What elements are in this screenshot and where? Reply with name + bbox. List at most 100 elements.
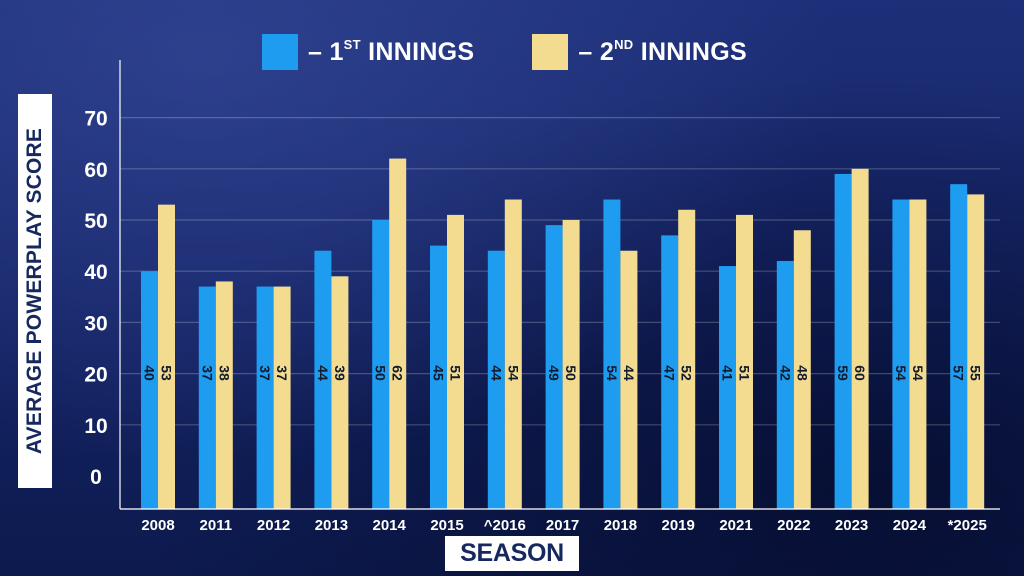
bar-1st-innings: [603, 199, 621, 509]
bar-1st-innings: [487, 250, 505, 509]
data-label-1st-innings: 41: [720, 365, 736, 381]
bar-1st-innings: [141, 271, 158, 509]
legend-first-prefix: – 1: [308, 38, 344, 66]
data-label-2nd-innings: 54: [910, 365, 926, 381]
bar-2nd-innings: [389, 158, 407, 509]
bar-1st-innings: [256, 286, 274, 509]
bar-2nd-innings: [158, 204, 175, 509]
bar-2nd-innings: [447, 214, 464, 509]
bar-2nd-innings: [504, 199, 522, 509]
x-tick-label: 2014: [373, 517, 407, 534]
bar-2nd-innings: [851, 168, 869, 510]
legend-swatch-second-innings: [532, 34, 569, 70]
data-label-1st-innings: 42: [777, 365, 793, 381]
x-tick-label: *2025: [948, 517, 987, 534]
bar-1st-innings: [198, 286, 216, 509]
legend-swatch-first-innings: [262, 34, 298, 70]
y-tick-label: 70: [84, 108, 107, 131]
x-tick-label: ^2016: [484, 517, 526, 534]
x-tick-label: 2021: [719, 517, 752, 534]
data-label-2nd-innings: 53: [159, 365, 175, 381]
tick-labels: 0 10 20 30 40 50 60 70 2008 2011 2012 2013 2014 2015 ^…: [84, 108, 986, 534]
data-label-2nd-innings: 39: [332, 365, 348, 381]
y-tick-label: 10: [84, 415, 107, 438]
legend-label-second-innings: – 2ND INNINGS: [578, 37, 747, 67]
y-tick-label: 60: [84, 159, 107, 182]
x-tick-label: 2015: [430, 517, 463, 534]
y-tick-label: 0: [90, 466, 102, 489]
data-label-2nd-innings: 37: [274, 365, 290, 381]
y-tick-label: 40: [84, 261, 107, 284]
legend-second-prefix: – 2: [578, 38, 615, 66]
bar-2nd-innings: [331, 276, 349, 509]
bar-1st-innings: [834, 173, 852, 510]
bar-2nd-innings: [273, 286, 291, 509]
bar-1st-innings: [372, 220, 390, 509]
data-label-2nd-innings: 62: [390, 365, 406, 381]
x-tick-label: 2017: [546, 517, 579, 534]
x-tick-label: 2022: [777, 517, 810, 534]
bar-2nd-innings: [215, 281, 233, 509]
data-label-1st-innings: 54: [893, 365, 909, 381]
y-axis-label-box: [18, 94, 52, 488]
x-tick-label: 2013: [315, 517, 348, 534]
x-tick-label: 2018: [604, 517, 637, 534]
data-label-1st-innings: 47: [662, 365, 678, 381]
legend: – 1ST INNINGS – 2ND INNINGS: [262, 32, 805, 72]
bar-1st-innings: [545, 225, 563, 509]
data-label-1st-innings: 45: [431, 365, 447, 381]
data-label-2nd-innings: 48: [794, 365, 810, 381]
legend-second-sup: ND: [614, 37, 634, 52]
bar-2nd-innings: [736, 214, 753, 509]
bar-2nd-innings: [793, 230, 811, 510]
data-label-1st-innings: 50: [373, 365, 389, 381]
legend-first-suffix: INNINGS: [360, 38, 475, 66]
data-label-1st-innings: 59: [835, 365, 851, 381]
data-label-1st-innings: 54: [604, 365, 620, 381]
bar-2nd-innings: [909, 199, 927, 509]
bars: [141, 158, 985, 510]
bar-1st-innings: [950, 184, 968, 509]
data-label-2nd-innings: 52: [679, 365, 695, 381]
y-axis-label: AVERAGE POWERPLAY SCORE: [23, 127, 46, 455]
data-label-2nd-innings: 50: [563, 365, 579, 381]
data-label-1st-innings: 40: [142, 365, 158, 381]
x-tick-label: 2012: [257, 517, 290, 534]
data-labels: 40 53 37 38 37 37 44 39 50 62 45 51 44 54 49 50 54 44 47 52…: [142, 365, 984, 381]
x-tick-label: 2019: [662, 517, 695, 534]
data-label-1st-innings: 37: [199, 365, 215, 381]
data-label-2nd-innings: 44: [621, 365, 637, 381]
bar-1st-innings: [430, 245, 447, 509]
data-label-1st-innings: 57: [951, 365, 967, 381]
bar-1st-innings: [314, 250, 332, 509]
legend-item-first-innings: – 1ST INNINGS: [262, 34, 474, 70]
bar-1st-innings: [776, 260, 794, 509]
data-label-2nd-innings: 51: [737, 365, 753, 381]
x-tick-label: 2024: [893, 517, 927, 534]
data-label-2nd-innings: 54: [505, 365, 521, 381]
data-label-2nd-innings: 51: [448, 365, 464, 381]
bar-1st-innings: [661, 235, 679, 510]
legend-first-sup: ST: [343, 37, 361, 52]
axes: [119, 60, 1000, 510]
y-tick-label: 30: [84, 312, 107, 335]
y-tick-label: 50: [84, 210, 107, 233]
data-label-1st-innings: 49: [546, 365, 562, 381]
data-label-1st-innings: 44: [315, 365, 331, 381]
x-tick-label: 2011: [200, 517, 233, 534]
bar-2nd-innings: [678, 209, 696, 509]
data-label-2nd-innings: 60: [852, 365, 868, 381]
bar-1st-innings: [892, 199, 910, 509]
x-tick-label: 2008: [141, 517, 174, 534]
data-label-2nd-innings: 38: [216, 365, 232, 381]
y-tick-label: 20: [84, 364, 107, 387]
legend-item-second-innings: – 2ND INNINGS: [532, 34, 747, 70]
x-axis-label: SEASON: [445, 536, 579, 571]
data-label-1st-innings: 44: [488, 365, 504, 381]
data-label-1st-innings: 37: [257, 365, 273, 381]
bar-2nd-innings: [967, 194, 985, 509]
legend-second-suffix: INNINGS: [633, 38, 747, 66]
bar-1st-innings: [719, 266, 736, 509]
bar-2nd-innings: [620, 250, 638, 509]
